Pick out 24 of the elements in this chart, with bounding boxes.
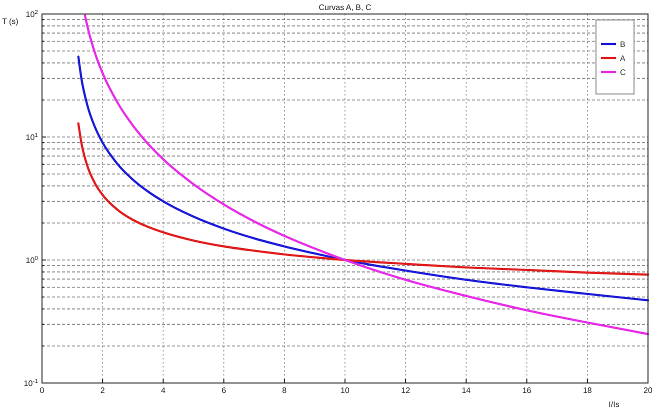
x-tick-label: 2	[100, 386, 106, 395]
y-tick-label: 10$^{1}$	[26, 132, 39, 142]
x-tick-label: 20	[644, 386, 653, 395]
y-tick-label: 10$^{0}$	[26, 255, 39, 265]
x-tick-label: 10	[340, 386, 350, 395]
legend-label: C	[620, 68, 626, 77]
x-tick-label: 4	[160, 386, 166, 395]
x-tick-label: 18	[582, 386, 592, 395]
x-tick-label: 14	[462, 386, 472, 395]
legend-label: A	[620, 54, 626, 63]
x-axis-title: I/Is	[608, 400, 620, 409]
legend-label: B	[620, 40, 626, 49]
y-tick-label: 10$^{-1}$	[24, 378, 39, 388]
x-tick-label: 16	[522, 386, 532, 395]
line-series	[77, 56, 650, 302]
x-tick-label: 0	[40, 386, 45, 395]
chart-title: Curvas A, B, C	[318, 3, 372, 12]
y-tick-label: 10$^{2}$	[26, 9, 39, 19]
line-series	[84, 14, 650, 336]
x-tick-label: 8	[282, 386, 288, 395]
line-series	[77, 122, 650, 276]
y-axis-title: T (s)	[2, 17, 19, 26]
x-tick-label: 12	[401, 386, 411, 395]
x-tick-label: 6	[222, 386, 227, 395]
